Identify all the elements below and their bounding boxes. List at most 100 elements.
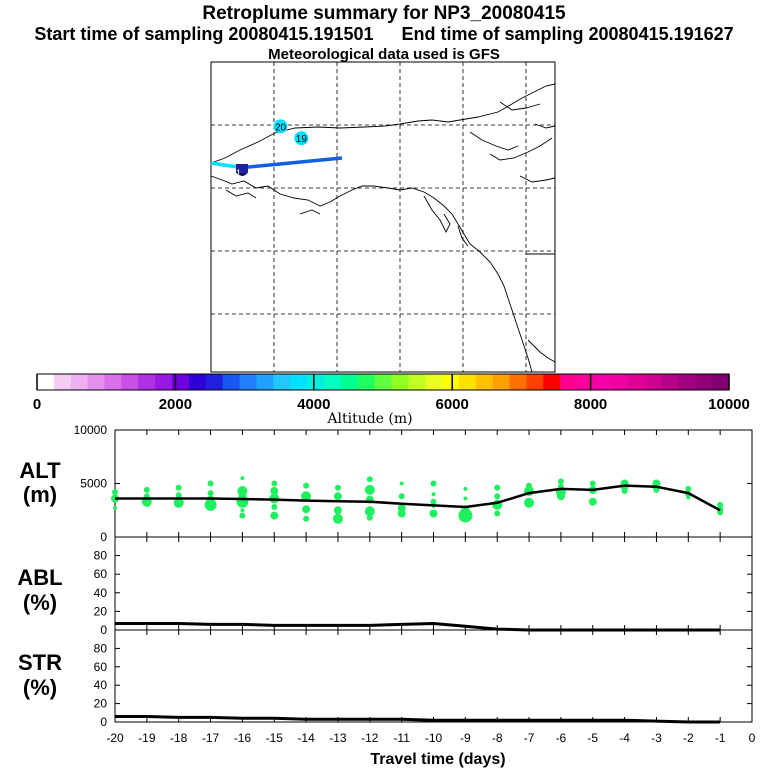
- panel-unit: (m): [23, 482, 57, 507]
- x-tick-label: -9: [460, 731, 471, 745]
- colorbar-swatch: [577, 374, 595, 390]
- colorbar-swatch: [678, 374, 696, 390]
- y-tick-label: 80: [94, 549, 108, 563]
- plume-particle: [556, 492, 565, 501]
- plume-particle: [430, 498, 437, 505]
- plume-particle: [685, 485, 692, 492]
- plume-particle: [270, 487, 279, 495]
- colorbar-swatch: [121, 374, 139, 390]
- plume-particle: [366, 476, 373, 483]
- colorbar-swatch: [560, 374, 578, 390]
- plume-particle: [112, 489, 118, 496]
- colorbar-swatch: [526, 374, 544, 390]
- x-tick-label: -10: [425, 731, 443, 745]
- colorbar-tick-label: 10000: [708, 396, 750, 413]
- colorbar-swatch: [172, 374, 190, 390]
- x-tick-label: -18: [170, 731, 188, 745]
- map-graticule: [211, 62, 555, 372]
- colorbar-swatch: [492, 374, 511, 390]
- receptor-marker: 1: [236, 164, 248, 178]
- panel-alt: 10000 5000 0 ALT(m): [19, 423, 753, 544]
- day-marker-dot: [294, 131, 309, 146]
- colorbar-swatch: [256, 374, 274, 390]
- colorbar-swatch: [712, 374, 730, 390]
- coastlines: [210, 83, 556, 373]
- panel-frame: [114, 629, 753, 723]
- colorbar-swatch: [340, 374, 359, 390]
- colorbar-swatch: [374, 374, 393, 390]
- colorbar-swatch: [610, 374, 629, 390]
- colorbar-swatch: [138, 374, 156, 390]
- x-tick-label: -1: [715, 731, 726, 745]
- plume-particle: [364, 506, 375, 517]
- panel-title: ALT: [19, 458, 61, 483]
- colorbar-swatch: [408, 374, 426, 390]
- x-tick-label: -6: [556, 731, 567, 745]
- plume-particle: [399, 481, 404, 486]
- y-tick-label: 20: [94, 697, 108, 711]
- colorbar-swatch: [37, 374, 55, 390]
- colorbar-tick-label: 8000: [574, 396, 607, 413]
- colorbar-swatch: [273, 374, 291, 390]
- colorbar-swatch: [391, 374, 409, 390]
- colorbar-swatch: [323, 374, 342, 390]
- colorbar-swatch: [307, 374, 325, 390]
- colorbar-swatch: [593, 374, 612, 390]
- colorbar-swatch: [627, 374, 646, 390]
- plume-particle: [463, 496, 468, 501]
- x-tick-label: -4: [619, 731, 630, 745]
- plume-particle: [364, 484, 375, 495]
- plume-particle: [463, 486, 468, 491]
- start-time: Start time of sampling 20080415.191501: [34, 24, 374, 44]
- map-frame: [210, 61, 556, 373]
- x-axis-title: Travel time (days): [370, 751, 505, 768]
- x-tick-label: -2: [683, 731, 694, 745]
- x-tick-label: -15: [266, 731, 284, 745]
- plume-particle: [271, 480, 278, 487]
- altitude-colorbar: 0 2000 4000 6000 8000 10000: [33, 373, 750, 413]
- y-tick-label: 60: [94, 567, 108, 581]
- plume-particle: [429, 509, 438, 518]
- plume-particle: [207, 480, 214, 487]
- x-tick-label: -16: [234, 731, 252, 745]
- plume-particle: [333, 506, 342, 515]
- plume-particle: [240, 476, 245, 481]
- colorbar-swatch: [290, 374, 308, 390]
- svg-text:1: 1: [236, 168, 241, 178]
- plume-particle: [494, 493, 501, 500]
- plume-particle: [207, 490, 214, 497]
- x-tick-label: -11: [393, 731, 410, 745]
- colorbar-swatch: [458, 374, 477, 390]
- plume-particle: [717, 501, 724, 508]
- plume-particle: [303, 515, 310, 522]
- colorbar-swatch: [53, 374, 72, 390]
- x-tick-label: -17: [202, 731, 220, 745]
- plume-particle: [524, 497, 534, 508]
- y-tick-label: 10000: [74, 423, 108, 437]
- plume-particle: [301, 491, 312, 502]
- colorbar-swatch: [442, 374, 460, 390]
- fraction-line: [115, 621, 721, 632]
- x-tick-label: -3: [651, 731, 662, 745]
- trajectory-segment-near: [210, 161, 239, 169]
- panel-title: ABL: [17, 565, 62, 590]
- colorbar-tick-label: 4000: [297, 396, 330, 413]
- y-tick-label: 20: [94, 604, 108, 618]
- colorbar-swatch: [695, 374, 713, 390]
- x-tick-label: -19: [138, 731, 156, 745]
- colorbar-swatch: [644, 374, 663, 390]
- met-data-label: Meteorological data used is GFS: [268, 46, 500, 63]
- colorbar-tick-label: 2000: [159, 396, 192, 413]
- colorbar-swatch: [87, 374, 106, 390]
- x-tick-label: -13: [329, 731, 347, 745]
- sampling-times: Start time of sampling 20080415.191501 En…: [0, 24, 768, 45]
- x-tick-label: -14: [297, 731, 315, 745]
- plume-particle: [303, 482, 310, 489]
- plume-particle: [113, 506, 117, 511]
- plume-particle: [175, 484, 182, 491]
- panel-unit: (%): [23, 675, 57, 700]
- day-marker-label: 19: [296, 134, 308, 145]
- plume-particle: [366, 514, 373, 521]
